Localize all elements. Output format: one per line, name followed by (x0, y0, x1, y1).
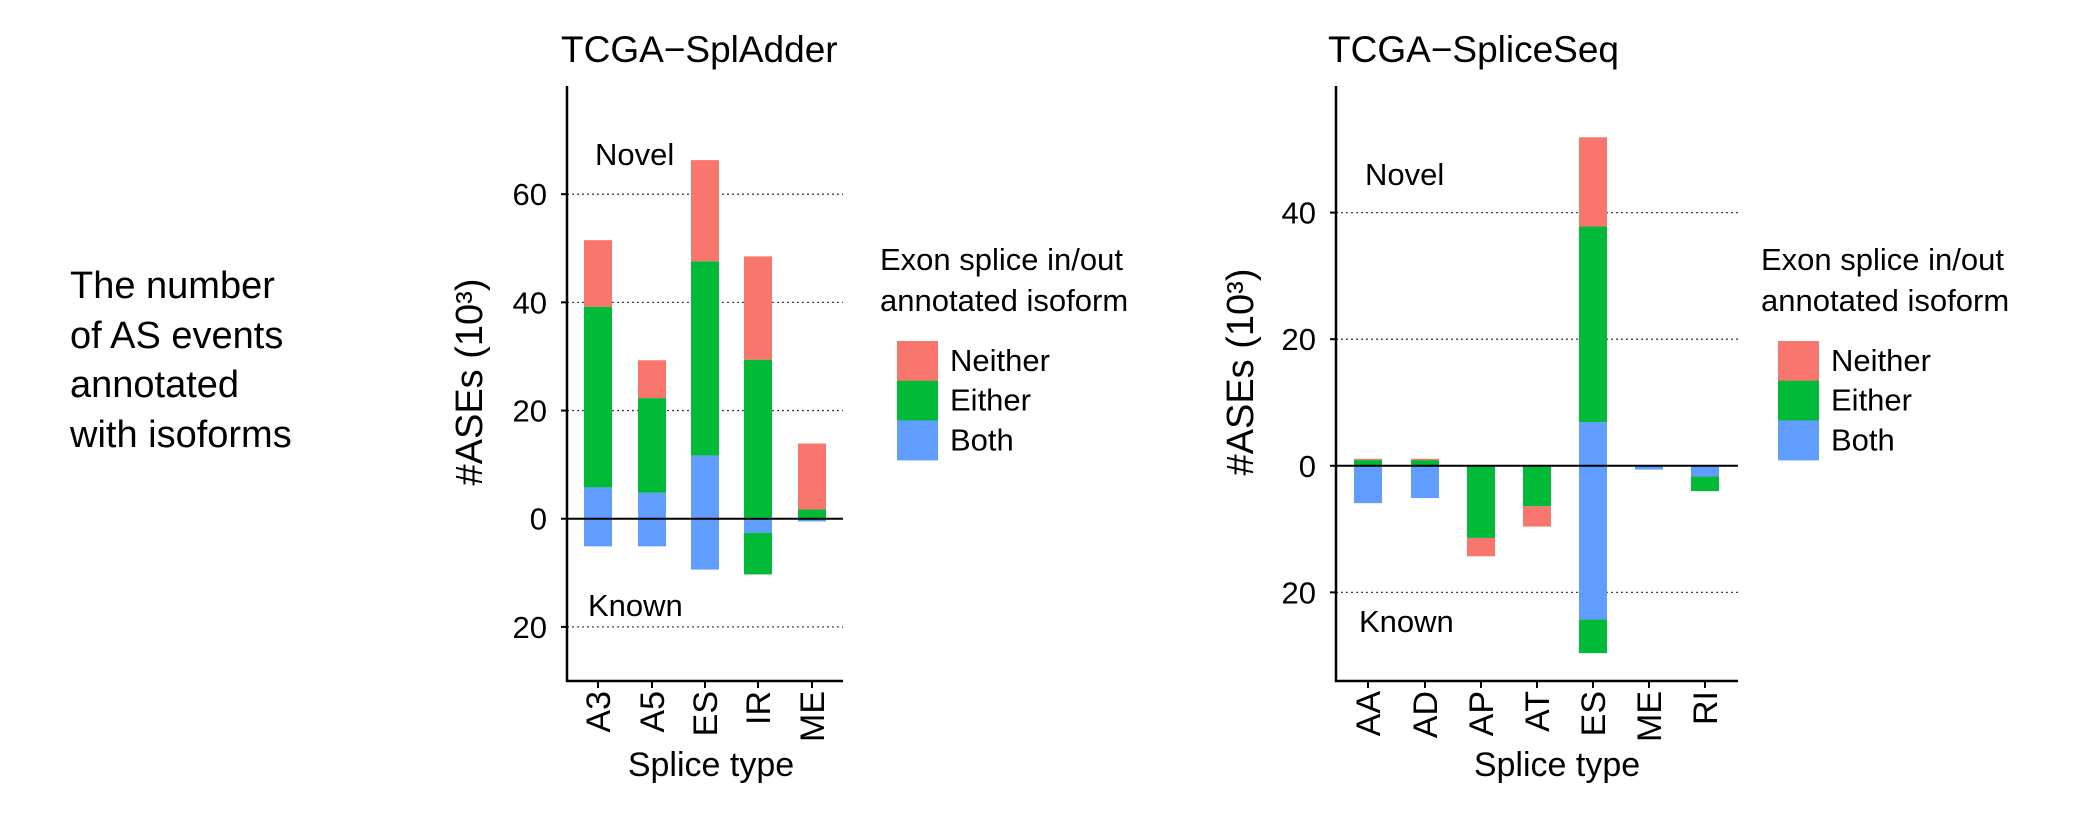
x-tick-label: AT (1519, 691, 1557, 732)
bar-segment-known-both-es (1579, 465, 1607, 620)
bar-segment-novel-neither-es (1579, 137, 1607, 227)
bar-segment-known-both-es (691, 518, 719, 570)
legend-title-line: Exon splice in/out (1761, 242, 2004, 277)
y-tick-label: 60 (513, 177, 547, 212)
bar-segment-known-both-a3 (584, 518, 612, 547)
chart-title: TCGA−SplAdder (561, 29, 838, 70)
bar-segment-novel-neither-ir (744, 256, 772, 360)
y-tick-label: 40 (513, 285, 547, 320)
legend-key-both (1778, 420, 1819, 461)
bar-segment-novel-both-es (691, 455, 719, 519)
annotation-known: Known (588, 588, 683, 623)
bar-segment-known-either-ap (1467, 465, 1495, 538)
legend: Exon splice in/out annotated isoform Neith… (880, 242, 1128, 461)
bar-segment-novel-neither-a5 (638, 360, 666, 399)
bar-segment-known-both-ad (1411, 465, 1439, 499)
y-tick-label: 20 (513, 610, 547, 645)
x-tick-label: A3 (580, 691, 618, 733)
legend-label-neither: Neither (950, 343, 1050, 378)
bar-segment-novel-both-a3 (584, 487, 612, 519)
legend-label-both: Both (1831, 422, 1895, 457)
legend-key-neither (897, 341, 938, 381)
bar-segment-known-either-es (1579, 619, 1607, 654)
bar-segment-known-neither-ap (1467, 537, 1495, 557)
side-note-line: annotated (70, 364, 240, 406)
bar-segment-novel-neither-me (798, 443, 826, 510)
x-tick-label: RI (1687, 691, 1725, 725)
y-axis-label: #ASEs (10³) (449, 279, 491, 486)
bar-segment-known-neither-at (1523, 506, 1551, 527)
bar-segment-novel-both-es (1579, 422, 1607, 466)
y-tick-label: 0 (530, 502, 547, 537)
bar-segment-novel-either-ad (1411, 460, 1439, 466)
side-note-line: with isoforms (70, 413, 292, 456)
x-axis-label: Splice type (1474, 746, 1640, 784)
chart-panel-0: TCGA−SplAdder 60 40 20 0 20 A3 A5 ES IR ME Novel Kno… (449, 29, 1128, 784)
bar-segment-novel-either-es (691, 261, 719, 456)
legend-key-both (897, 420, 938, 461)
annotation-known: Known (1359, 604, 1454, 639)
chart-title: TCGA−SpliceSeq (1328, 29, 1619, 70)
bar-segment-novel-neither-a3 (584, 240, 612, 307)
legend-label-either: Either (950, 383, 1031, 418)
legend-title-line: Exon splice in/out (880, 242, 1123, 277)
x-tick-label: ME (794, 691, 832, 742)
legend-label-either: Either (1831, 383, 1912, 418)
x-tick-label: IR (740, 691, 778, 725)
x-tick-label: A5 (634, 691, 672, 733)
chart-panel-1: TCGA−SpliceSeq 40 20 0 20 AA AD AP AT ES ME RI Novel… (1220, 29, 2009, 784)
y-tick-label: 20 (1282, 575, 1316, 610)
bar-segment-novel-either-ir (744, 359, 772, 518)
bar-segment-known-both-a5 (638, 518, 666, 547)
y-axis-label: #ASEs (10³) (1220, 269, 1262, 476)
x-tick-label: AD (1407, 691, 1445, 738)
side-note-line: The number (70, 265, 275, 307)
bar-segment-known-both-ir (744, 518, 772, 533)
legend-key-either (897, 380, 938, 421)
bar-segment-novel-neither-aa (1354, 458, 1382, 461)
legend: Exon splice in/out annotated isoform Neith… (1761, 242, 2009, 461)
x-tick-label: ES (1575, 691, 1613, 736)
bar-segment-novel-either-a5 (638, 398, 666, 493)
y-tick-label: 0 (1299, 449, 1316, 484)
legend-title-line: annotated isoform (1761, 283, 2009, 318)
legend-label-neither: Neither (1831, 343, 1931, 378)
legend-title-line: annotated isoform (880, 283, 1128, 318)
bar-segment-known-either-at (1523, 465, 1551, 507)
y-tick-label: 20 (513, 394, 547, 429)
bar-segment-known-either-ri (1691, 476, 1719, 492)
bar-segment-known-both-aa (1354, 465, 1382, 504)
bar-segment-known-either-ir (744, 532, 772, 575)
legend-key-neither (1778, 341, 1819, 381)
bar-segment-known-both-me (1635, 465, 1663, 470)
x-tick-label: AP (1463, 691, 1501, 736)
legend-label-both: Both (950, 422, 1014, 457)
x-tick-label: AA (1350, 691, 1388, 737)
bar-segment-known-both-me (798, 518, 826, 522)
y-tick-label: 40 (1282, 196, 1316, 231)
bar-segment-novel-either-aa (1354, 460, 1382, 466)
y-tick-label: 20 (1282, 322, 1316, 357)
x-tick-label: ME (1631, 691, 1669, 742)
bar-segment-novel-either-me (798, 509, 826, 519)
x-tick-label: ES (687, 691, 725, 736)
side-note-line: of AS events (70, 314, 284, 357)
bar-segment-known-both-ri (1691, 465, 1719, 477)
bar-segment-novel-either-es (1579, 226, 1607, 423)
bar-segment-novel-either-a3 (584, 306, 612, 488)
bar-segment-novel-neither-ad (1411, 458, 1439, 461)
x-axis-label: Splice type (628, 746, 794, 784)
annotation-novel: Novel (1365, 157, 1444, 192)
bar-segment-novel-both-a5 (638, 492, 666, 519)
annotation-novel: Novel (595, 137, 674, 172)
side-note: The number of AS events annotated with i… (70, 262, 292, 460)
bar-segment-novel-neither-es (691, 160, 719, 262)
legend-key-either (1778, 380, 1819, 421)
